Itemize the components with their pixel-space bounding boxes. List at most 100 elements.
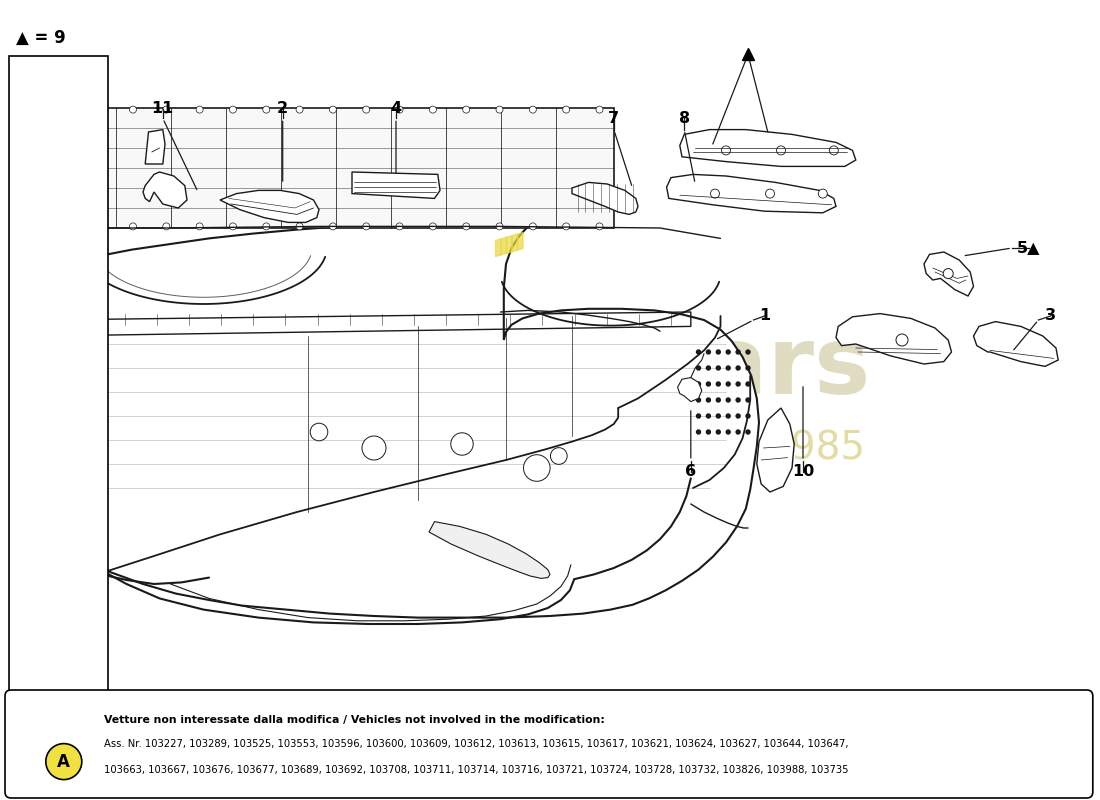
Circle shape (230, 223, 236, 230)
Circle shape (463, 106, 470, 113)
Text: 6: 6 (685, 465, 696, 479)
Circle shape (496, 223, 503, 230)
Circle shape (296, 223, 304, 230)
Circle shape (736, 366, 740, 370)
Circle shape (726, 382, 730, 386)
Circle shape (396, 106, 403, 113)
Polygon shape (678, 378, 702, 402)
Circle shape (716, 350, 720, 354)
Circle shape (716, 382, 720, 386)
Circle shape (706, 366, 711, 370)
Text: eurocars: eurocars (405, 322, 871, 414)
Text: 7: 7 (608, 111, 619, 126)
Circle shape (716, 398, 720, 402)
Circle shape (130, 106, 136, 113)
Polygon shape (22, 108, 614, 228)
Circle shape (63, 223, 69, 230)
Circle shape (63, 106, 69, 113)
Circle shape (163, 106, 169, 113)
Circle shape (726, 430, 730, 434)
Circle shape (777, 146, 785, 155)
Circle shape (818, 189, 827, 198)
Circle shape (726, 398, 730, 402)
Polygon shape (13, 228, 44, 348)
Circle shape (716, 366, 720, 370)
Circle shape (766, 189, 774, 198)
Circle shape (463, 223, 470, 230)
Circle shape (726, 350, 730, 354)
Circle shape (706, 414, 711, 418)
Circle shape (746, 350, 750, 354)
Circle shape (329, 223, 337, 230)
Text: a passion since 1985: a passion since 1985 (455, 429, 865, 467)
Circle shape (563, 223, 570, 230)
Circle shape (596, 223, 603, 230)
Circle shape (696, 430, 701, 434)
Circle shape (363, 106, 370, 113)
Polygon shape (667, 174, 836, 213)
Circle shape (596, 106, 603, 113)
Circle shape (943, 269, 954, 278)
Polygon shape (974, 322, 1058, 366)
Circle shape (550, 448, 568, 464)
Polygon shape (680, 130, 856, 166)
Circle shape (716, 414, 720, 418)
Circle shape (310, 423, 328, 441)
Circle shape (363, 223, 370, 230)
Circle shape (16, 237, 23, 243)
Polygon shape (572, 182, 638, 214)
Text: 10: 10 (792, 465, 814, 479)
Circle shape (696, 366, 701, 370)
Circle shape (429, 223, 437, 230)
Circle shape (736, 398, 740, 402)
Text: 2: 2 (277, 102, 288, 116)
Circle shape (726, 366, 730, 370)
Circle shape (16, 317, 23, 323)
Circle shape (96, 223, 103, 230)
Circle shape (46, 744, 81, 779)
Circle shape (230, 106, 236, 113)
Circle shape (16, 285, 23, 291)
Circle shape (429, 106, 437, 113)
Circle shape (722, 146, 730, 155)
Circle shape (396, 223, 403, 230)
Circle shape (706, 382, 711, 386)
Circle shape (726, 414, 730, 418)
Polygon shape (924, 252, 974, 296)
Text: Ass. Nr. 103227, 103289, 103525, 103553, 103596, 103600, 103609, 103612, 103613,: Ass. Nr. 103227, 103289, 103525, 103553,… (104, 739, 849, 749)
Circle shape (696, 414, 701, 418)
Text: 5▲: 5▲ (1016, 241, 1041, 255)
Text: 103663, 103667, 103676, 103677, 103689, 103692, 103708, 103711, 103714, 103716, : 103663, 103667, 103676, 103677, 103689, … (104, 765, 849, 774)
Text: 11: 11 (152, 102, 174, 116)
Circle shape (196, 106, 204, 113)
Text: Vetture non interessate dalla modifica / Vehicles not involved in the modificati: Vetture non interessate dalla modifica /… (104, 715, 605, 725)
Circle shape (16, 301, 23, 307)
Circle shape (451, 433, 473, 455)
Circle shape (736, 350, 740, 354)
Circle shape (263, 223, 270, 230)
FancyBboxPatch shape (6, 690, 1092, 798)
Polygon shape (145, 130, 165, 164)
Circle shape (711, 189, 719, 198)
Circle shape (746, 382, 750, 386)
Circle shape (296, 106, 304, 113)
Text: A: A (57, 753, 70, 770)
Circle shape (496, 106, 503, 113)
Circle shape (746, 398, 750, 402)
Circle shape (696, 382, 701, 386)
Circle shape (96, 106, 103, 113)
Circle shape (746, 366, 750, 370)
Polygon shape (757, 408, 794, 492)
Circle shape (263, 106, 270, 113)
Circle shape (829, 146, 838, 155)
Circle shape (706, 398, 711, 402)
Circle shape (529, 106, 537, 113)
Circle shape (529, 223, 537, 230)
Circle shape (736, 382, 740, 386)
Polygon shape (429, 522, 550, 578)
Circle shape (896, 334, 907, 346)
Circle shape (716, 430, 720, 434)
Polygon shape (352, 172, 440, 198)
Circle shape (362, 436, 386, 460)
Circle shape (696, 350, 701, 354)
